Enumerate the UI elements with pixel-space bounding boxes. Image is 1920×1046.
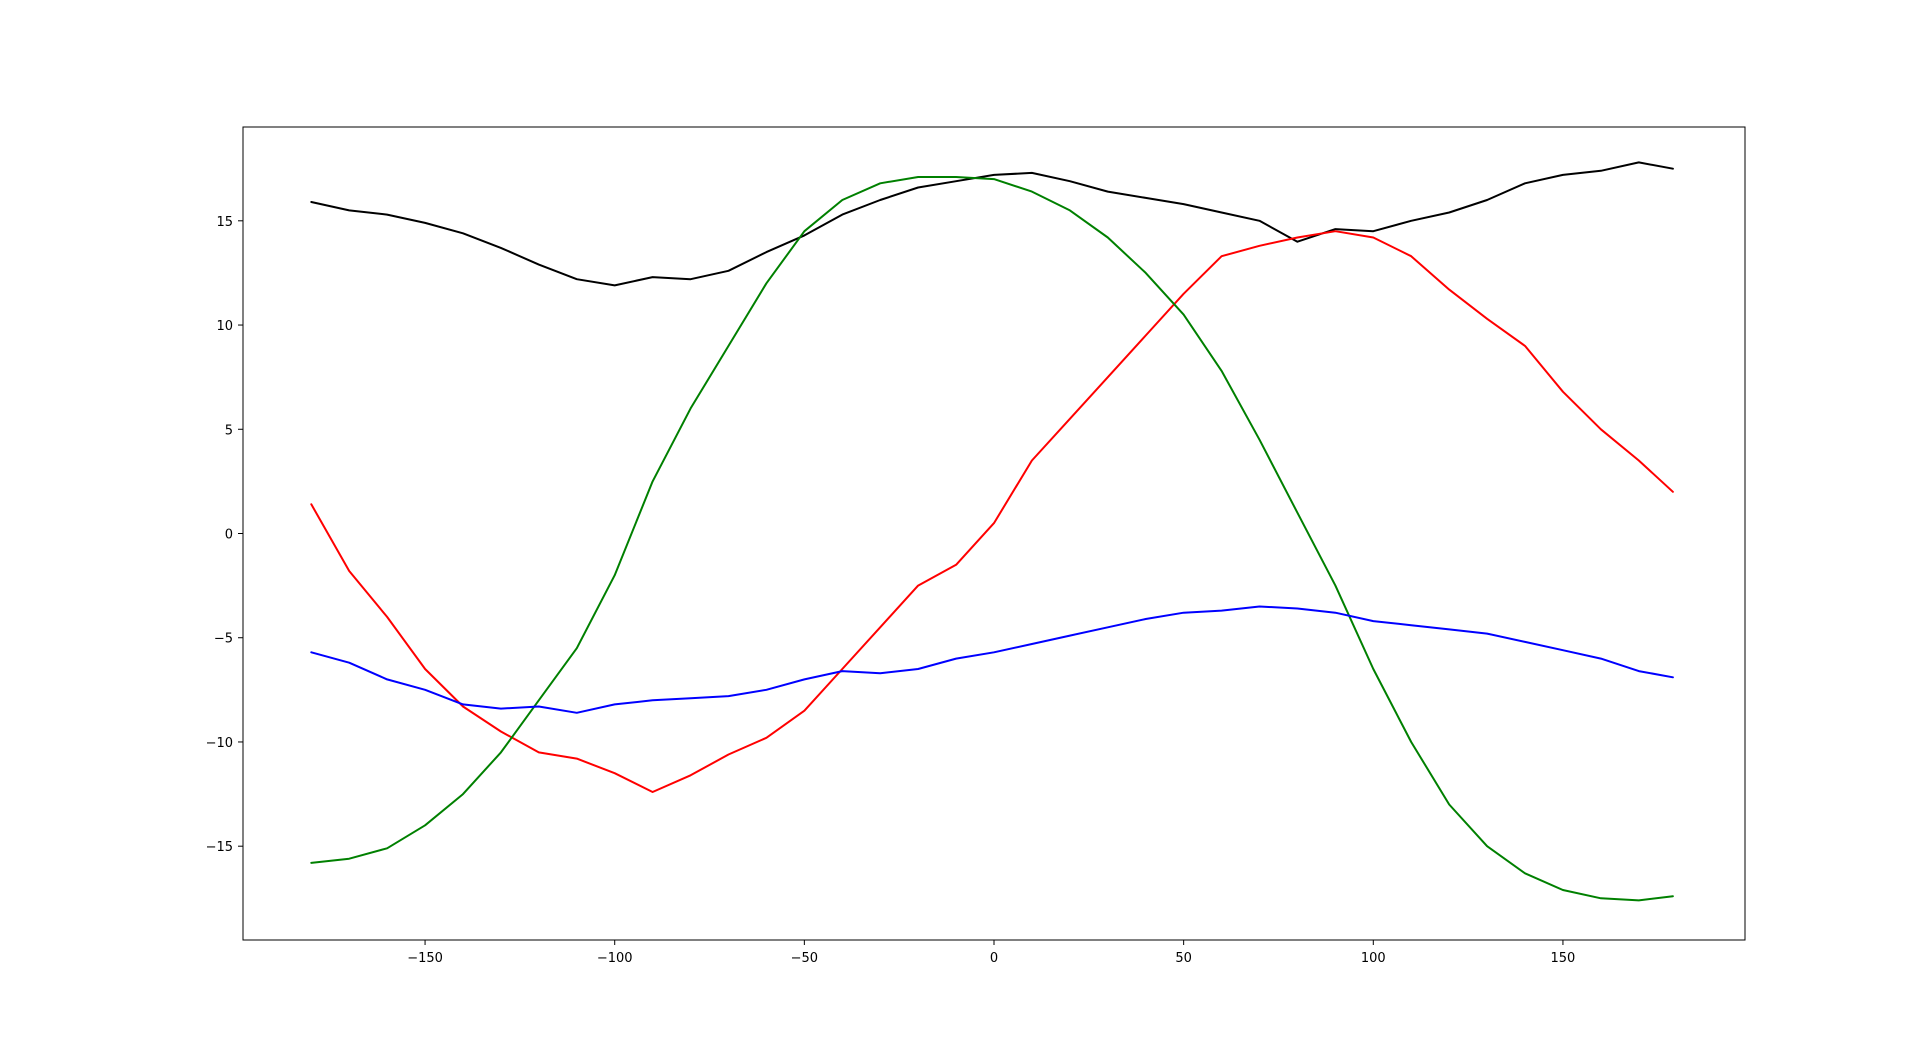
y-tick-label: 5 xyxy=(225,423,233,438)
y-tick-label: 10 xyxy=(216,319,233,334)
series-line-1 xyxy=(310,161,1674,287)
y-tick-label: −10 xyxy=(206,736,233,751)
x-tick-label: −100 xyxy=(597,951,633,966)
series-line-3 xyxy=(310,176,1674,902)
y-tick-label: −5 xyxy=(214,632,233,647)
series-line-4 xyxy=(310,605,1674,714)
y-tick-label: 0 xyxy=(225,528,233,543)
x-tick-label: 150 xyxy=(1551,951,1576,966)
x-tick-label: −150 xyxy=(407,951,443,966)
y-tick-label: 15 xyxy=(216,215,233,230)
x-tick-label: 50 xyxy=(1175,951,1192,966)
x-tick-label: −50 xyxy=(791,951,818,966)
y-tick-label: −15 xyxy=(206,840,233,855)
series-line-2 xyxy=(310,230,1674,793)
x-tick-label: 100 xyxy=(1361,951,1386,966)
series-layer xyxy=(310,161,1674,902)
x-tick-label: 0 xyxy=(990,951,998,966)
